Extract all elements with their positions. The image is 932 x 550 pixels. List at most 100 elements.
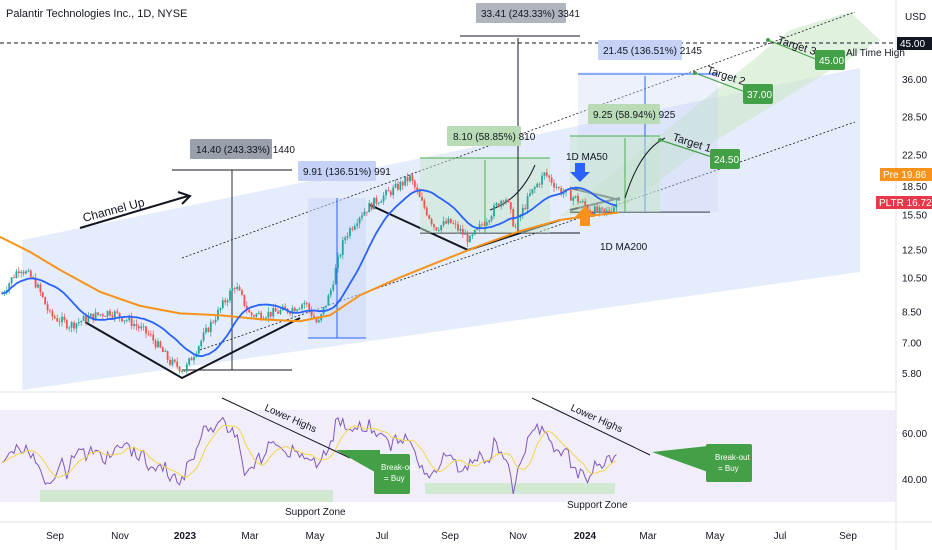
candle-body [147,333,150,335]
candle-body [351,228,354,230]
candle-body [149,334,152,335]
candle-body [409,175,411,182]
candle-body [116,311,119,313]
candle-body [161,347,164,353]
candle-body [521,207,524,216]
candle-body [526,195,529,210]
candle-body [53,316,56,319]
candle-body [243,294,246,306]
candle-body [325,305,327,308]
candle-body [154,340,157,348]
all-time-high-label: All Time High [846,48,905,59]
candle-body [39,284,42,293]
price-tick: 15.50 [902,211,927,222]
candle-body [423,200,426,208]
candle-body [473,229,476,235]
candle-body [399,181,402,190]
candle-body [212,321,215,323]
candle-body [65,320,68,329]
candle-body [236,286,239,290]
breakout-box-1 [374,454,410,494]
time-tick: Mar [639,531,657,542]
candle-body [370,203,373,210]
candle-body [425,207,428,216]
ath-price-badge [897,37,932,50]
candle-body [315,318,318,323]
measure-box-5-text: 21.45 (136.51%) 2145 [603,46,702,57]
candle-body [433,224,435,228]
candle-body [123,320,126,322]
candle-body [308,303,311,310]
measure-box-6 [588,104,660,124]
candle-body [428,215,431,219]
candle-body [82,315,85,322]
candle-body [89,313,92,317]
price-tick: 8.50 [902,307,922,318]
candle-body [435,227,438,231]
candle-body [502,200,505,202]
time-tick: Nov [111,531,129,542]
candle-body [92,313,95,321]
target-2-line [694,72,749,94]
chart-title: Palantir Technologies Inc., 1D, NYSE [6,8,188,20]
measure-box-2 [298,161,376,181]
breakout-pointer-1 [336,450,380,475]
candle-body [61,316,63,323]
candle-body [416,187,419,191]
candle-body [430,218,433,225]
candle-body [476,227,479,230]
target-1-dot [658,138,662,142]
candle-body [317,320,320,323]
candle-body [207,327,210,332]
lower-highs-line-2 [531,397,651,456]
candle-body [562,192,565,195]
candle-body [469,235,471,243]
candle-body [205,327,207,333]
pltr-price-badge [876,196,932,209]
candle-body [346,236,349,238]
candle-body [197,346,200,354]
support-zone-label-2: Support Zone [567,500,628,511]
candle-body [77,322,80,324]
time-tick: 2024 [574,531,597,542]
candle-body [269,311,272,317]
candle-body [109,310,111,316]
ma200-line [0,211,619,323]
candle-body [185,364,188,372]
candle-body [15,271,18,278]
candle-body [173,359,176,362]
candle-body [13,277,15,279]
price-axis-ticks: 36.00 28.50 22.50 18.50 15.50 12.50 10.50 8.50 7… [902,75,927,380]
currency-label: USD [905,12,926,23]
candle-body [291,308,294,314]
candle-body [608,210,611,212]
measure-box-2-text: 9.91 (136.51%) 991 [303,167,391,178]
candle-body [46,304,49,311]
measure-box-4 [476,3,566,23]
candle-body [171,359,174,365]
candle-body [574,195,577,198]
candle-body [488,220,491,223]
candle-body [586,205,589,211]
candle-body [548,175,551,178]
ma50-label: 1D MA50 [566,152,608,163]
candle-body [178,366,181,372]
candle-body [94,312,97,321]
candle-body [495,203,498,206]
breakout-label-2b: = Buy [718,464,739,473]
candle-body [313,315,315,319]
candle-body [51,310,54,317]
candle-body [209,321,212,332]
candle-body [29,270,32,278]
lower-highs-line-1 [221,397,351,459]
candle-body [140,326,143,329]
candle-body [265,317,267,319]
candle-body [555,187,558,189]
candle-body [327,295,330,306]
price-tick: 18.50 [902,182,927,193]
candle-body [25,271,27,274]
price-tick: 22.50 [902,151,927,162]
candle-body [133,324,135,327]
candle-body [341,240,344,255]
